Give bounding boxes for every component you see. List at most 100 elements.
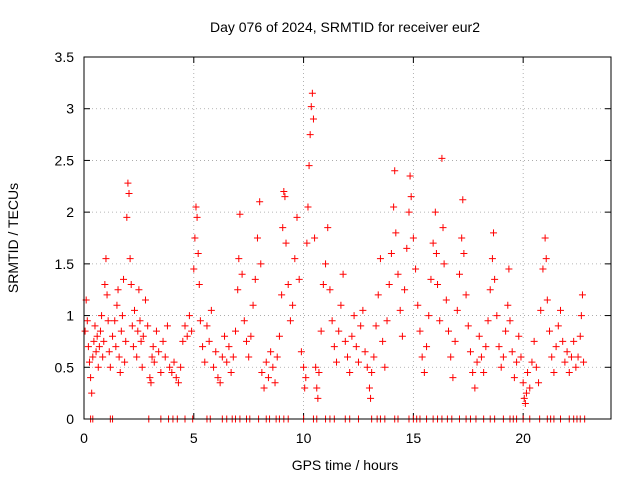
data-point	[541, 234, 549, 242]
data-point	[179, 337, 187, 345]
data-point	[504, 301, 512, 309]
data-point	[517, 353, 525, 361]
tick-labels: 0 0.5 1 1.5 2 2.5 3 3.5 0 5 10 15 20	[55, 49, 532, 446]
data-point	[414, 301, 422, 309]
data-point	[392, 229, 400, 237]
data-point	[102, 255, 110, 263]
data-point	[291, 255, 299, 263]
data-point	[303, 239, 311, 247]
y-tick-label: 1	[66, 308, 74, 324]
data-point	[205, 337, 213, 345]
data-point	[522, 389, 530, 397]
data-point	[235, 255, 243, 263]
data-point	[133, 353, 141, 361]
data-point	[138, 363, 146, 371]
data-point	[247, 332, 255, 340]
data-point	[491, 275, 499, 283]
data-point	[442, 296, 450, 304]
data-point	[90, 337, 98, 345]
y-tick-label: 3.5	[55, 49, 75, 65]
data-point	[191, 234, 199, 242]
data-point	[381, 363, 389, 371]
data-point	[357, 322, 365, 330]
data-point	[548, 353, 556, 361]
data-point	[286, 317, 294, 325]
data-point	[196, 317, 204, 325]
data-point	[199, 343, 207, 351]
data-point	[577, 312, 585, 320]
data-point	[440, 260, 448, 268]
data-point	[127, 281, 135, 289]
data-point	[436, 317, 444, 325]
data-point	[546, 327, 554, 335]
data-point	[554, 322, 562, 330]
data-point	[183, 332, 191, 340]
data-point	[499, 353, 507, 361]
data-point	[459, 196, 467, 204]
data-point	[144, 322, 152, 330]
data-point	[116, 368, 124, 376]
data-point	[532, 363, 540, 371]
data-point	[339, 270, 347, 278]
data-point	[488, 255, 496, 263]
data-point	[406, 172, 414, 180]
data-point	[172, 374, 180, 382]
data-point	[234, 286, 242, 294]
data-point	[124, 179, 132, 187]
data-point	[368, 368, 376, 376]
data-point	[242, 337, 250, 345]
data-point	[563, 348, 571, 356]
data-point	[580, 358, 588, 366]
data-point	[122, 337, 130, 345]
data-point	[99, 353, 107, 361]
data-point	[401, 286, 409, 294]
data-point	[117, 327, 125, 335]
data-point	[81, 327, 89, 335]
data-point	[98, 312, 106, 320]
data-point	[374, 291, 382, 299]
data-point	[469, 368, 477, 376]
data-point	[192, 203, 200, 211]
data-point	[561, 358, 569, 366]
data-point	[193, 213, 201, 221]
data-point	[105, 348, 113, 356]
data-point	[308, 89, 316, 97]
data-point	[432, 250, 440, 258]
data-point	[87, 374, 95, 382]
data-point	[257, 260, 265, 268]
data-point	[136, 317, 144, 325]
data-point	[227, 368, 235, 376]
data-point	[431, 208, 439, 216]
data-point	[576, 332, 584, 340]
data-point	[267, 348, 275, 356]
data-point	[312, 363, 320, 371]
data-point	[201, 358, 209, 366]
data-point	[361, 348, 369, 356]
data-point	[552, 343, 560, 351]
data-point	[344, 353, 351, 361]
data-point	[112, 343, 120, 351]
data-point	[253, 234, 261, 242]
data-point	[195, 281, 203, 289]
y-tick-label: 0.5	[55, 359, 75, 375]
y-tick-label: 3	[66, 101, 74, 117]
data-point	[449, 374, 457, 382]
data-point	[438, 154, 446, 162]
data-point	[174, 379, 182, 387]
data-point	[505, 265, 513, 273]
x-tick-label: 10	[296, 430, 312, 446]
data-point	[238, 270, 246, 278]
data-point	[218, 353, 226, 361]
data-point	[229, 353, 237, 361]
data-point	[447, 353, 455, 361]
data-point	[94, 363, 102, 371]
data-point	[363, 363, 371, 371]
data-point	[194, 250, 202, 258]
data-point	[520, 394, 528, 402]
data-point	[147, 379, 155, 387]
data-point	[484, 317, 492, 325]
y-tick-label: 1.5	[55, 256, 75, 272]
data-point	[245, 353, 253, 361]
data-point	[482, 343, 490, 351]
data-point	[190, 265, 198, 273]
